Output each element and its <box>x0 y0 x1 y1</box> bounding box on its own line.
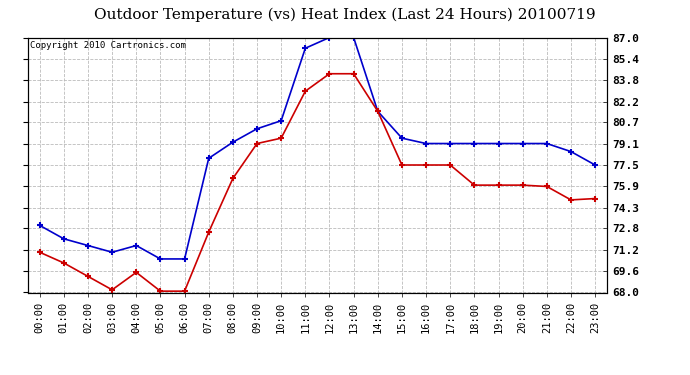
Text: Outdoor Temperature (vs) Heat Index (Last 24 Hours) 20100719: Outdoor Temperature (vs) Heat Index (Las… <box>95 8 595 22</box>
Text: Copyright 2010 Cartronics.com: Copyright 2010 Cartronics.com <box>30 41 186 50</box>
